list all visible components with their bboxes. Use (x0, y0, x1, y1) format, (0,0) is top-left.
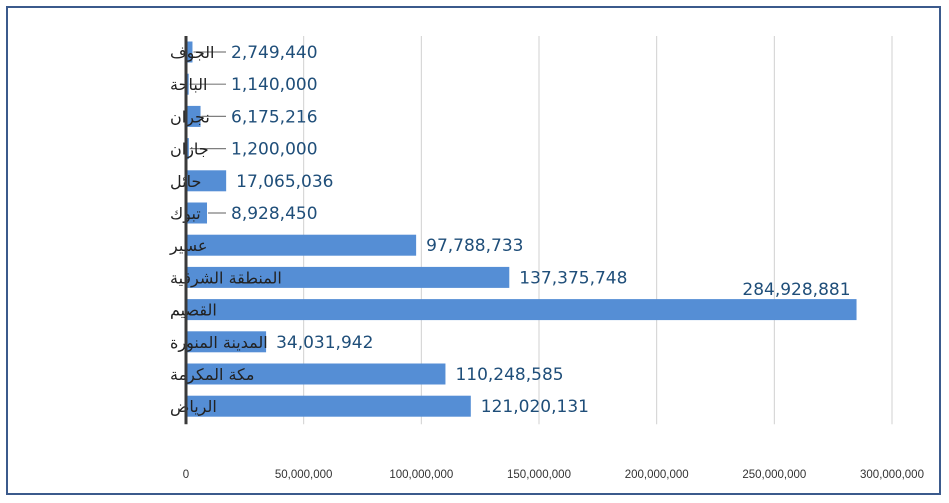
category-label: جازان (170, 140, 209, 160)
bar (186, 395, 471, 417)
data-label: 8,928,450 (231, 204, 318, 224)
data-label: 121,020,131 (481, 397, 589, 417)
bar (186, 363, 446, 385)
category-label: الرياض (170, 397, 217, 417)
data-label: 137,375,748 (519, 268, 627, 288)
category-label: المنطقة الشرقية (170, 268, 282, 288)
grid-lines (303, 36, 893, 425)
data-label: 2,749,440 (231, 43, 318, 63)
x-tick-label: 250,000,000 (742, 469, 806, 481)
bar (186, 331, 267, 353)
x-tick-label: 100,000,000 (389, 469, 453, 481)
x-tick-labels: 0 50,000,000 100,000,000 150,000,000 200,000… (183, 469, 924, 481)
category-label: القصيم (170, 301, 217, 320)
bar (186, 105, 201, 127)
category-label: عسير (169, 236, 207, 256)
leader-lines (189, 51, 226, 214)
bars (186, 41, 857, 417)
x-tick-label: 200,000,000 (625, 469, 689, 481)
category-label: المدينة المنورة (170, 333, 268, 353)
data-label: 1,140,000 (231, 75, 318, 95)
bar (186, 299, 857, 321)
bar (186, 202, 208, 224)
category-label: نجران (170, 107, 210, 127)
bar (186, 266, 510, 288)
bar (186, 41, 193, 63)
data-label: 6,175,216 (231, 107, 318, 127)
chart-frame (6, 6, 941, 495)
category-label: الباحة (170, 75, 208, 94)
data-label: 97,788,733 (426, 236, 523, 256)
category-label: الجوف (170, 43, 215, 63)
data-label: 17,065,036 (236, 172, 333, 192)
data-label: 284,928,881 (742, 280, 850, 300)
bar (186, 170, 227, 192)
x-tick-label: 150,000,000 (507, 469, 571, 481)
x-tick-label: 0 (183, 469, 189, 481)
data-label: 110,248,585 (455, 365, 563, 385)
data-labels: 2,749,440 1,140,000 6,175,216 1,200,000 17,0… (231, 43, 851, 417)
data-label: 34,031,942 (276, 333, 373, 353)
category-labels: الجوفالباحةنجرانجازانحائلتبوكعسيرالمنطقة… (169, 43, 282, 417)
x-tick-label: 50,000,000 (275, 469, 333, 481)
bar (186, 234, 417, 256)
x-tick-label: 300,000,000 (860, 469, 924, 481)
data-label: 1,200,000 (231, 140, 318, 160)
category-label: مكة المكرمة (170, 365, 254, 385)
